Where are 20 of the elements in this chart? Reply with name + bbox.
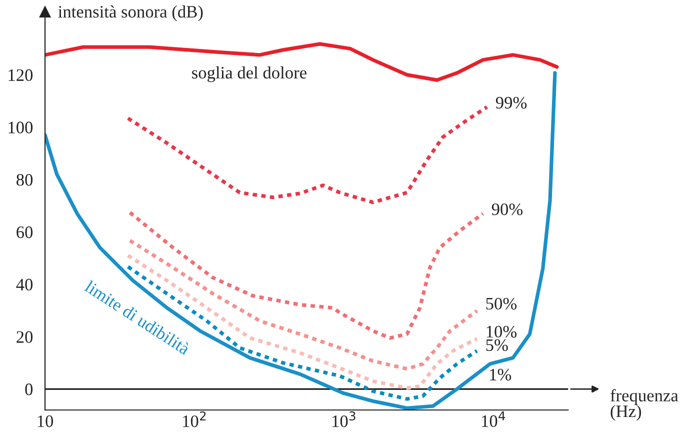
y-tick-label: 20	[16, 331, 33, 343]
y-tick-label: 80	[16, 174, 33, 186]
x-tick-label: 10$^{2}$	[183, 411, 206, 428]
x-axis-title: frequenza (Hz)	[610, 389, 678, 421]
x-tick-label: 10$^{4}$	[482, 411, 506, 428]
series-label: soglia del dolore	[192, 66, 306, 82]
y-tick-label: 60	[16, 226, 33, 238]
series-label: 10%	[486, 326, 517, 338]
x-tick-label: 10$^{3}$	[332, 411, 356, 428]
y-tick-label: 100	[8, 122, 33, 134]
y-tick-label: 120	[8, 69, 33, 82]
y-tick-label: 0	[25, 384, 33, 396]
series-label: 50%	[486, 298, 517, 310]
series-label: 90%	[492, 203, 523, 216]
series-label: 5%	[486, 339, 508, 352]
annotation: 1%	[490, 368, 512, 381]
series-label: 99%	[496, 96, 527, 109]
y-tick-label: 40	[16, 278, 33, 290]
x-tick-label: 10	[38, 415, 54, 428]
y-axis-title: intensità sonora (dB)	[58, 5, 203, 22]
